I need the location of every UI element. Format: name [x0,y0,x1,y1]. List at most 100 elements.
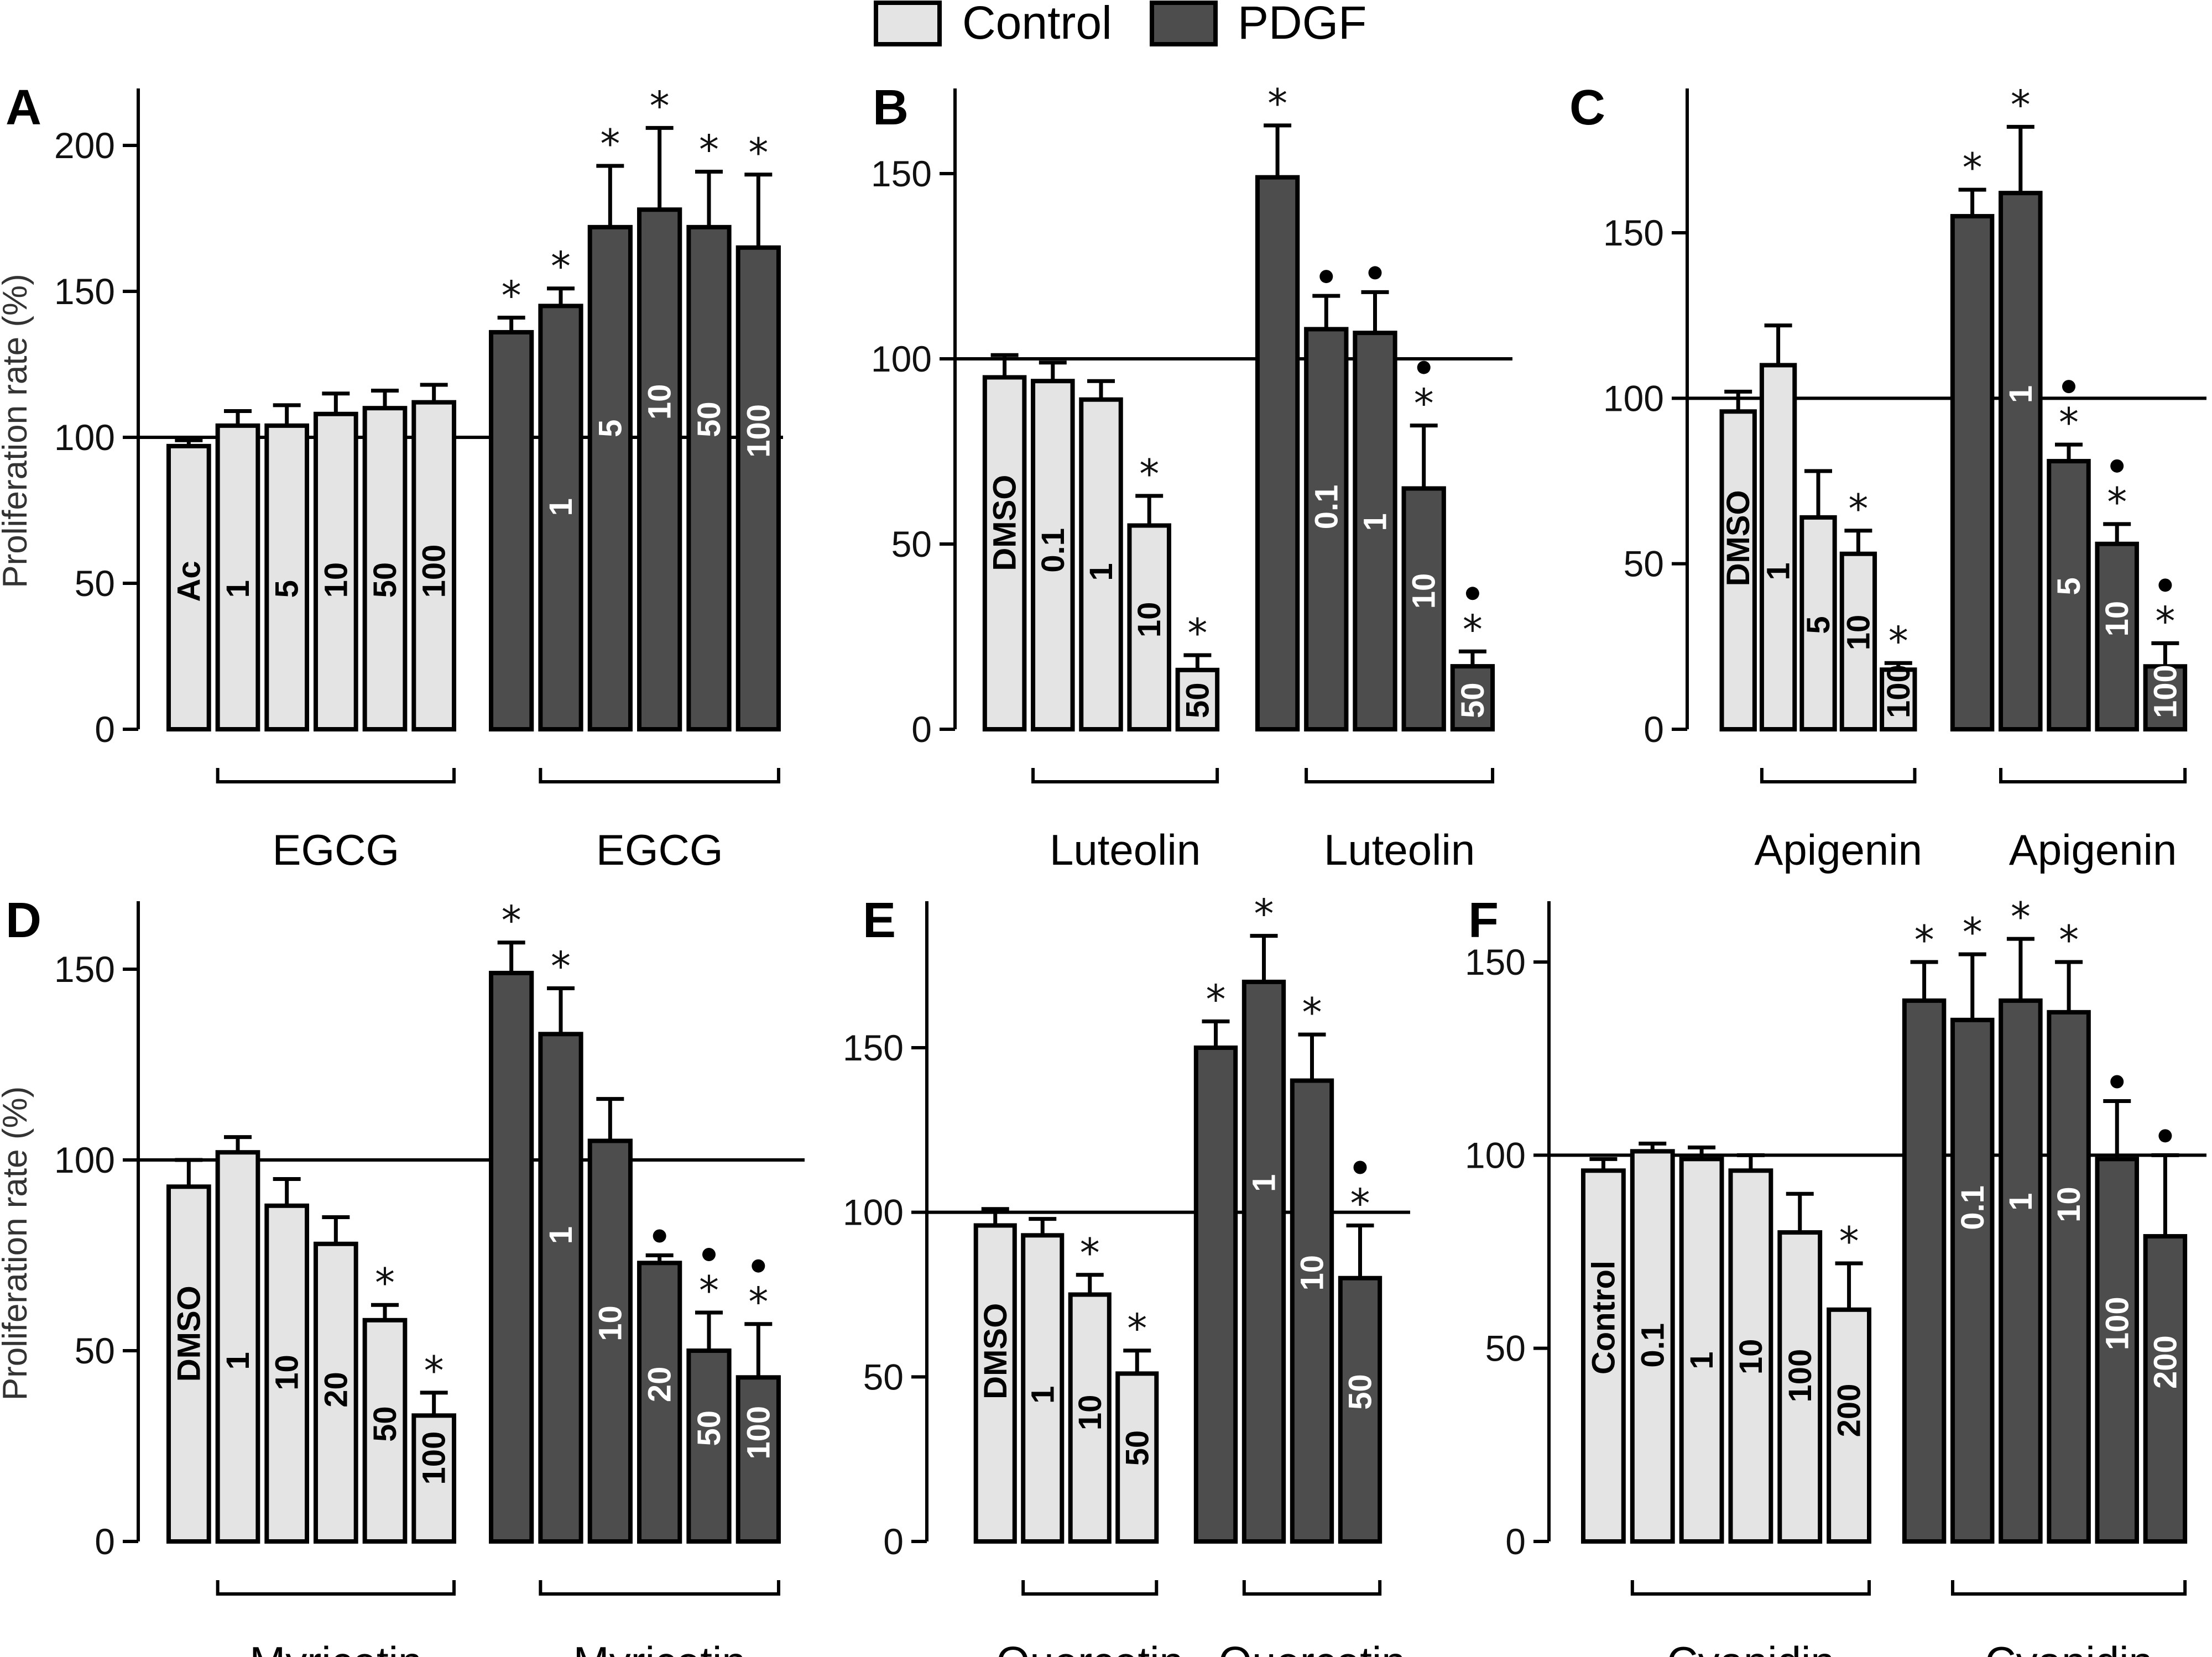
bar-label-pdgf: 1 [1246,1174,1282,1192]
bar-control [1021,1233,1065,1544]
significance-dot [1417,360,1431,374]
significance-star: * [1139,451,1159,497]
significance-dot [1353,1161,1367,1174]
bar-pdgf [637,207,682,732]
bar-label-pdgf: 100 [2099,1297,2135,1350]
bar-control [1079,397,1123,731]
bar-label-pdgf: 1 [1358,513,1394,531]
y-tick-label: 0 [95,709,115,750]
bar-control [1068,1292,1112,1544]
y-tick-label: 150 [54,949,115,990]
significance-dot [1465,587,1479,600]
bar-label-pdgf: 1 [2003,1193,2039,1211]
bar-control [362,406,408,731]
bar-control [973,1223,1017,1544]
bar-label-pdgf: 50 [691,1410,727,1446]
bar-label-pdgf: 5 [592,420,628,437]
bar-label-control: 50 [367,1406,403,1442]
significance-star: * [502,897,521,944]
legend-label-control: Control [962,0,1112,49]
legend: Control PDGF [874,0,1366,49]
group-bracket [216,1580,456,1596]
bar-pdgf [1950,1017,1995,1544]
bar-pdgf [489,330,534,731]
significance-star: * [551,243,571,290]
significance-star: * [2011,893,2031,940]
group-bracket [1242,1580,1382,1596]
bar-pdgf [1450,664,1495,731]
bar-control [215,1150,260,1544]
significance-dot [653,1229,666,1243]
significance-dot [702,1248,716,1261]
y-tick-label: 200 [54,125,115,166]
bar-pdgf [1304,327,1349,731]
panel-letter: A [6,80,41,135]
bar-label-control: 1 [1761,562,1797,580]
bar-control [1031,379,1075,731]
bar-control [1175,667,1220,732]
y-tick-label: 50 [891,524,932,564]
significance-star: * [2107,479,2127,525]
bar-label-control: 50 [367,562,403,598]
bar-pdgf [735,245,781,731]
y-tick-label: 0 [911,709,932,750]
bar-label-pdgf: 0.1 [1955,1185,1991,1230]
group-label: Apigenin [2009,825,2177,874]
y-tick-label: 50 [1624,543,1664,584]
significance-star: * [1914,917,1934,963]
significance-star: * [650,82,670,129]
y-tick-label: 50 [75,563,115,604]
bar-control [1839,551,1877,731]
y-tick-label: 50 [1485,1328,1526,1369]
bar-label-control: DMSO [1720,490,1756,586]
bar-control [166,1184,211,1544]
significance-dot [1319,270,1333,284]
y-tick-label: 100 [54,1139,115,1180]
bar-pdgf [2143,1234,2188,1544]
bar-control [1759,363,1797,731]
bar-pdgf [1950,214,1995,732]
group-label: Apigenin [1754,825,1922,874]
significance-star: * [600,121,620,167]
y-axis-label: Proliferation rate (%) [0,274,34,588]
bar-label-pdgf: 50 [691,401,727,437]
bar-label-control: DMSO [978,1303,1014,1399]
group-label: EGCG [272,825,399,874]
bar-label-pdgf: 100 [2147,665,2183,718]
bar-label-control: 1 [1083,563,1119,581]
bar-control [982,375,1027,731]
significance-dot [2110,1075,2124,1089]
group-label: Myricetin [573,1638,746,1657]
bar-control [215,423,260,731]
significance-star: * [1848,485,1868,532]
bar-label-control: 100 [1782,1349,1818,1403]
bar-pdgf [1353,331,1397,731]
bar-label-control: 5 [1801,616,1837,634]
bar-label-control: 50 [1180,682,1215,718]
bar-label-control: 0.1 [1635,1323,1671,1368]
panel-letter: E [863,893,896,948]
bar-pdgf [1255,175,1300,731]
y-tick-label: 0 [1644,709,1664,750]
significance-star: * [1080,1230,1100,1276]
bar-label-pdgf: 0.1 [1308,485,1344,530]
bar-label-pdgf: 20 [642,1367,678,1403]
bar-pdgf [489,970,534,1544]
significance-dot [1368,266,1382,280]
significance-dot [2158,578,2172,592]
group-label: Quercetin [1218,1638,1405,1657]
group-bracket [1021,1580,1159,1596]
bar-control [1115,1371,1159,1544]
bar-label-pdgf: 100 [740,1406,776,1460]
bar-label-control: 5 [269,580,305,598]
group-bracket [1031,768,1219,783]
bar-label-pdgf: 10 [1406,573,1442,609]
bar-label-control: 10 [318,562,354,598]
significance-star: * [1254,891,1274,937]
bar-control [1777,1230,1823,1544]
group-label: Luteolin [1050,825,1201,874]
panel-letter: B [873,80,909,135]
y-tick-label: 0 [1505,1521,1526,1562]
group-label: EGCG [596,825,723,874]
